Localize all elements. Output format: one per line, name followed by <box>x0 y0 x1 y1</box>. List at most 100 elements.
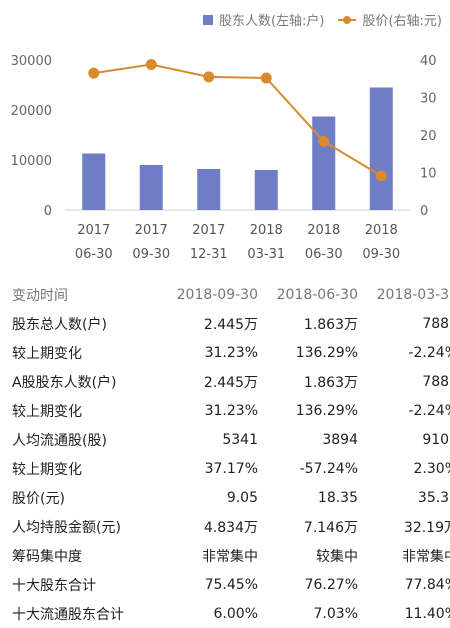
value-cell: 9.05 <box>226 489 258 506</box>
value-cell: -2.24% <box>408 344 450 361</box>
row-label-cell: 股东总人数(户) <box>12 316 107 333</box>
value-cell: 2.30% <box>413 460 450 477</box>
legend-bar-label: 股东人数(左轴:户) <box>218 14 325 29</box>
table-row: 十大流通股东合计 6.00% 7.03% 11.40% <box>0 599 450 628</box>
value-cell: 2.445万 <box>203 374 258 391</box>
header-date-cell: 2018-03-31 <box>376 286 450 303</box>
value-cell: 136.29% <box>295 402 358 419</box>
x-tick-label-year: 2017 <box>192 223 225 238</box>
legend-line-swatch <box>338 14 357 26</box>
y-right-tick-label: 30 <box>420 92 437 107</box>
table-row: 较上期变化 31.23% 136.29% -2.24% <box>0 338 450 367</box>
price-point <box>145 59 157 70</box>
chart-legend: 股东人数(左轴:户) 股价(右轴:元) <box>202 10 442 29</box>
value-cell: 3894 <box>322 431 358 448</box>
value-cell: 7.03% <box>313 605 358 622</box>
row-label-cell: 较上期变化 <box>12 461 82 478</box>
y-left-tick-label: 30000 <box>11 54 52 69</box>
price-point <box>88 67 100 79</box>
table-header-row: 变动时间 2018-09-30 2018-06-30 2018-03-31 <box>0 280 450 309</box>
value-cell: 2.445万 <box>203 316 258 333</box>
value-cell: 32.19万 <box>403 519 450 536</box>
y-right-tick-label: 0 <box>420 204 428 219</box>
y-left-tick-label: 20000 <box>11 104 52 119</box>
value-cell: 4.834万 <box>203 519 258 536</box>
legend-line-label: 股价(右轴:元) <box>362 14 442 29</box>
table-row: 人均持股金额(元) 4.834万 7.146万 32.19万 <box>0 512 450 541</box>
value-cell: 7888 <box>422 373 450 390</box>
x-tick-label-date: 12-31 <box>190 247 228 262</box>
row-label-cell: 人均持股金额(元) <box>12 519 121 536</box>
x-tick-label-date: 03-31 <box>247 247 285 262</box>
row-label-cell: 较上期变化 <box>12 403 82 420</box>
value-cell: 136.29% <box>295 344 358 361</box>
price-point <box>318 135 330 147</box>
value-cell: -57.24% <box>299 460 358 477</box>
value-cell: 1.863万 <box>303 374 358 391</box>
x-tick-label-year: 2018 <box>365 223 398 238</box>
value-cell: 31.23% <box>204 402 258 419</box>
value-cell: 1.863万 <box>303 316 358 333</box>
price-point <box>260 72 272 84</box>
header-label-cell: 变动时间 <box>12 287 68 304</box>
value-cell: -2.24% <box>408 402 450 419</box>
value-cell: 非常集中 <box>202 548 258 565</box>
x-tick-label-date: 09-30 <box>132 247 170 262</box>
value-cell: 7.146万 <box>303 519 358 536</box>
x-tick-label-date: 09-30 <box>362 247 400 262</box>
x-tick-label-year: 2017 <box>77 223 110 238</box>
value-cell: 6.00% <box>213 605 258 622</box>
shareholder-price-chart: 0 10000 20000 30000 0 10 20 30 40 2017 06-30 2017 09… <box>11 54 437 262</box>
bar-shareholders <box>139 165 163 210</box>
value-cell: 7888 <box>422 315 450 332</box>
y-right-tick-label: 10 <box>420 167 437 182</box>
bar-shareholders <box>312 116 336 210</box>
bar-shareholders <box>197 169 221 210</box>
y-left-tick-label: 0 <box>44 204 52 219</box>
value-cell: 9100 <box>422 431 450 448</box>
table-row: 股价(元) 9.05 18.35 35.38 <box>0 483 450 512</box>
value-cell: 35.38 <box>417 489 450 506</box>
shareholder-stats-table: 变动时间 2018-09-30 2018-06-30 2018-03-31 股东总人数(… <box>0 280 450 628</box>
value-cell: 18.35 <box>317 489 358 506</box>
row-label-cell: 人均流通股(股) <box>12 432 107 449</box>
row-label-cell: 筹码集中度 <box>12 548 82 565</box>
header-date-cell: 2018-09-30 <box>176 286 258 303</box>
table-row: 较上期变化 31.23% 136.29% -2.24% <box>0 396 450 425</box>
table-row: 较上期变化 37.17% -57.24% 2.30% <box>0 454 450 483</box>
price-point <box>375 170 387 182</box>
value-cell: 31.23% <box>204 344 258 361</box>
table-row: 人均流通股(股) 5341 3894 9100 <box>0 425 450 454</box>
value-cell: 77.84% <box>404 576 450 593</box>
y-right-tick-label: 40 <box>420 54 437 69</box>
bar-shareholders <box>254 170 278 210</box>
value-cell: 较集中 <box>316 548 358 565</box>
x-tick-label-year: 2017 <box>135 223 168 238</box>
value-cell: 37.17% <box>204 460 258 477</box>
header-date-cell: 2018-06-30 <box>276 286 358 303</box>
table-row: A股股东人数(户) 2.445万 1.863万 7888 <box>0 367 450 396</box>
legend-bar-swatch <box>202 14 213 25</box>
y-left-tick-label: 10000 <box>11 154 52 169</box>
x-tick-label-date: 06-30 <box>305 247 343 262</box>
value-cell: 11.40% <box>404 605 450 622</box>
x-tick-label-date: 06-30 <box>75 247 113 262</box>
value-cell: 76.27% <box>304 576 358 593</box>
row-label-cell: 十大流通股东合计 <box>12 606 124 623</box>
bar-shareholders <box>82 153 106 210</box>
value-cell: 75.45% <box>204 576 258 593</box>
price-line <box>93 63 382 177</box>
bar-shareholders <box>369 87 393 210</box>
row-label-cell: A股股东人数(户) <box>12 374 117 391</box>
row-label-cell: 较上期变化 <box>12 345 82 362</box>
x-tick-label-year: 2018 <box>250 223 283 238</box>
value-cell: 非常集中 <box>402 548 450 565</box>
y-right-tick-label: 20 <box>420 129 437 144</box>
x-tick-label-year: 2018 <box>307 223 340 238</box>
price-point <box>203 71 215 83</box>
table-row: 股东总人数(户) 2.445万 1.863万 7888 <box>0 309 450 338</box>
row-label-cell: 十大股东合计 <box>12 577 96 594</box>
row-label-cell: 股价(元) <box>12 490 65 507</box>
table-row: 十大股东合计 75.45% 76.27% 77.84% <box>0 570 450 599</box>
value-cell: 5341 <box>222 431 258 448</box>
